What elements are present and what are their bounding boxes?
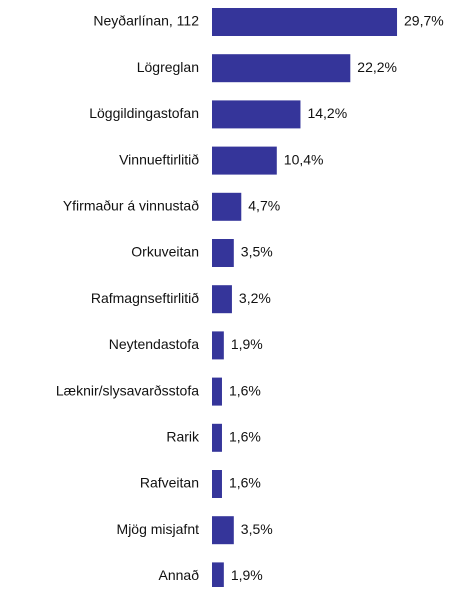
category-label: Löggildingastofan <box>89 105 199 121</box>
category-label: Neyðarlínan, 112 <box>93 13 199 29</box>
value-label: 10,4% <box>284 151 324 167</box>
bar <box>212 562 224 591</box>
value-label: 3,5% <box>241 244 273 260</box>
bar <box>212 54 351 83</box>
category-label: Vinnueftirlitið <box>119 151 199 167</box>
value-label: 1,6% <box>229 475 261 491</box>
bar <box>212 285 232 314</box>
bar <box>212 100 301 129</box>
category-label: Læknir/slysavarðsstofa <box>56 382 199 398</box>
category-label: Rafmagnseftirlitið <box>91 290 199 306</box>
bar <box>212 8 398 36</box>
bar <box>212 192 242 221</box>
value-label: 1,9% <box>231 336 263 352</box>
value-label: 3,5% <box>241 521 273 537</box>
category-label: Orkuveitan <box>131 244 199 260</box>
value-label: 29,7% <box>404 13 444 29</box>
value-label: 14,2% <box>307 105 347 121</box>
value-label: 1,6% <box>229 429 261 445</box>
bar <box>212 146 277 175</box>
category-label: Rafveitan <box>140 475 199 491</box>
category-label: Mjög misjafnt <box>117 521 200 537</box>
category-label: Neytendastofa <box>109 336 199 352</box>
value-label: 1,9% <box>231 567 263 583</box>
category-label: Annað <box>159 567 200 583</box>
bar <box>212 331 224 360</box>
value-label: 4,7% <box>248 198 280 214</box>
category-label: Rarik <box>166 429 200 445</box>
bar <box>212 423 222 452</box>
value-label: 22,2% <box>357 59 397 75</box>
value-label: 1,6% <box>229 382 261 398</box>
category-label: Lögreglan <box>137 59 199 75</box>
bar <box>212 470 222 498</box>
category-label: Yfirmaður á vinnustað <box>63 198 199 214</box>
bar <box>212 516 234 545</box>
value-label: 3,2% <box>239 290 271 306</box>
bar <box>212 377 222 406</box>
bar <box>212 239 234 267</box>
